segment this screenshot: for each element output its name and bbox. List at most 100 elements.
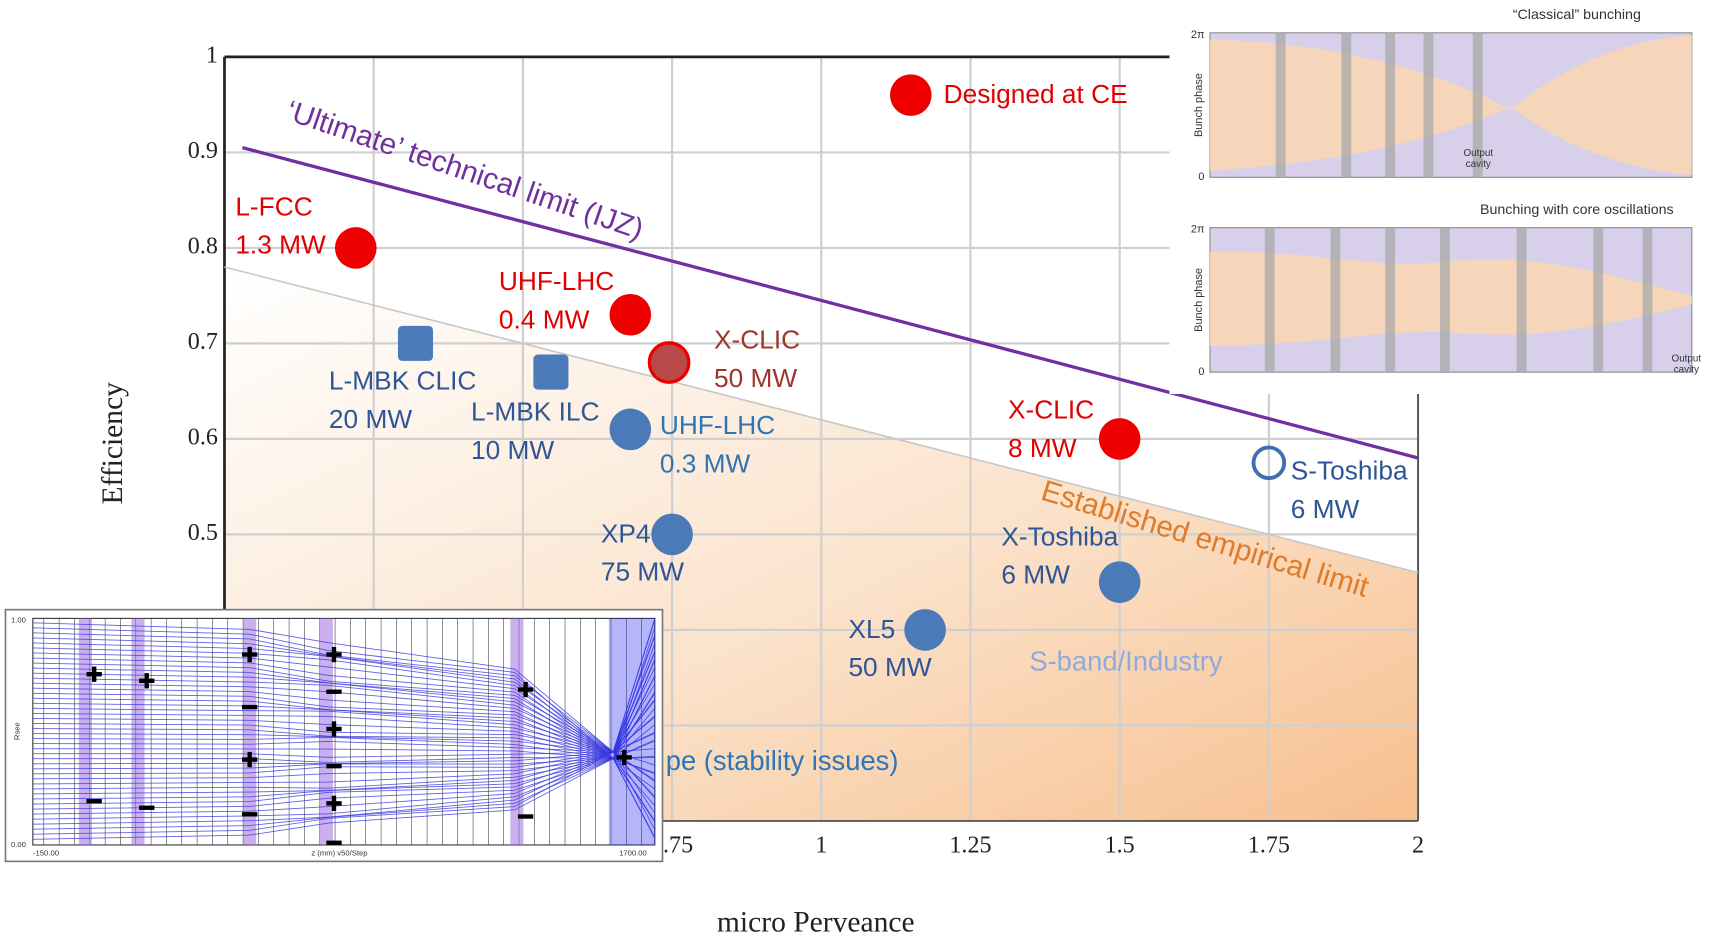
- point-label: L-FCC: [235, 191, 312, 221]
- charge-mark: [326, 764, 341, 768]
- cavity-bar: [1330, 228, 1340, 372]
- point-label: XL5: [848, 614, 895, 644]
- point-label: XP4: [601, 518, 651, 548]
- inset-axis-label: Rsee: [13, 722, 22, 740]
- point: [335, 227, 377, 269]
- cavity-band: [79, 618, 92, 845]
- charge-mark: [145, 673, 149, 688]
- charge-mark: [242, 705, 257, 709]
- charge-mark: [326, 690, 341, 694]
- x-tick-label: 1: [815, 833, 827, 859]
- point-label: 50 MW: [848, 652, 931, 682]
- point-label: UHF-LHC: [660, 410, 775, 440]
- annotation: S-band/Industry: [1029, 646, 1223, 677]
- inset-axis-label: Bunch phase: [1193, 268, 1205, 332]
- inset-axis-label: Bunch phase: [1193, 73, 1205, 137]
- point: [398, 326, 433, 361]
- charge-mark: [242, 812, 257, 816]
- x-tick-label: 1.5: [1105, 833, 1135, 859]
- cavity-bar: [1424, 33, 1434, 177]
- y-tick-label: 0.9: [188, 138, 218, 164]
- cavity-bar: [1265, 228, 1275, 372]
- charge-mark: [326, 841, 341, 845]
- point-label: 6 MW: [1001, 560, 1070, 590]
- point: [890, 74, 932, 116]
- collector-band: [609, 618, 655, 845]
- inset-note: cavity: [1466, 159, 1491, 170]
- inset-tick: 2π: [1191, 224, 1205, 236]
- chart: 0.30.40.50.60.70.80.910.250.50.7511.251.…: [0, 0, 1717, 938]
- point: [1099, 561, 1141, 603]
- point-label: 0.4 MW: [499, 304, 590, 334]
- point-label: X-CLIC: [1008, 394, 1094, 424]
- y-tick-label: 0.5: [188, 520, 218, 546]
- point: [533, 355, 568, 390]
- cavity-bar: [1385, 228, 1395, 372]
- cavity-band: [131, 618, 144, 845]
- cavity-bar: [1643, 228, 1653, 372]
- charge-mark: [332, 721, 336, 736]
- x-tick-label: 1.25: [949, 833, 991, 859]
- trajectory-inset: 1.00 0.00 -150.00 1700.00 z (mm) v50/Step Rse…: [5, 610, 662, 862]
- inset-tick: 0: [1198, 171, 1204, 183]
- point-label: Designed at CE: [944, 79, 1128, 109]
- page: {"chart_data": { "type": "scatter", "xla…: [0, 0, 1717, 938]
- point-label: 6 MW: [1291, 494, 1360, 524]
- inset-note: Output: [1672, 354, 1702, 365]
- bunching-inset: “Classical” bunching Bunch phase 2π 0 Output…: [1169, 0, 1717, 394]
- charge-mark: [622, 750, 626, 765]
- y-tick-label: 0.6: [188, 424, 218, 450]
- point: [609, 294, 651, 336]
- point-label: 0.3 MW: [660, 448, 751, 478]
- inset-tick: 0: [1198, 366, 1204, 378]
- limit-label: ‘Ultimate’ technical limit (IJZ): [282, 94, 648, 246]
- annotation: pe (stability issues): [666, 745, 899, 776]
- point-label: 1.3 MW: [235, 230, 326, 260]
- charge-mark: [92, 667, 96, 682]
- inset-title: “Classical” bunching: [1513, 7, 1641, 23]
- point: [904, 609, 946, 651]
- inset-tick: 0.00: [11, 840, 26, 849]
- point-label: 20 MW: [329, 404, 412, 434]
- inset-note: cavity: [1674, 365, 1699, 376]
- inset-tick: -150.00: [33, 849, 59, 858]
- cavity-bar: [1385, 33, 1395, 177]
- point: [1099, 418, 1141, 460]
- point-label: 75 MW: [601, 557, 684, 587]
- point: [609, 409, 651, 451]
- y-axis-label: Efficiency: [97, 382, 129, 505]
- cavity-bar: [1341, 33, 1351, 177]
- point: [651, 514, 693, 556]
- point-label: UHF-LHC: [499, 266, 614, 296]
- point-label: S-Toshiba: [1291, 456, 1408, 486]
- inset-tick: 1.00: [11, 616, 26, 625]
- inset-title: Bunching with core oscillations: [1480, 202, 1674, 218]
- cavity-bar: [1593, 228, 1603, 372]
- charge-mark: [247, 752, 251, 767]
- point-label: X-Toshiba: [1001, 521, 1118, 551]
- point-label: 50 MW: [714, 363, 797, 393]
- y-tick-label: 0.7: [188, 329, 218, 355]
- inset-tick: 2π: [1191, 29, 1205, 41]
- charge-mark: [247, 647, 251, 662]
- charge-mark: [139, 806, 154, 810]
- point-label: L-MBK ILC: [471, 397, 599, 427]
- cavity-bar: [1517, 228, 1527, 372]
- charge-mark: [332, 796, 336, 811]
- charge-mark: [523, 682, 527, 697]
- inset-axis-label: z (mm) v50/Step: [311, 849, 367, 858]
- cavity-bar: [1440, 228, 1450, 372]
- charge-mark: [332, 647, 336, 662]
- point-label: X-CLIC: [714, 325, 800, 355]
- charge-mark: [87, 799, 102, 803]
- point-label: 8 MW: [1008, 433, 1077, 463]
- inset-tick: 1700.00: [619, 849, 647, 858]
- cavity-bar: [1276, 33, 1286, 177]
- x-axis-label: micro Perveance: [717, 907, 915, 938]
- y-tick-label: 1: [206, 42, 218, 68]
- inset-note: Output: [1463, 148, 1493, 159]
- point-label: 10 MW: [471, 435, 554, 465]
- point: [649, 343, 688, 382]
- x-tick-label: 1.75: [1248, 833, 1290, 859]
- point-label: L-MBK CLIC: [329, 366, 476, 396]
